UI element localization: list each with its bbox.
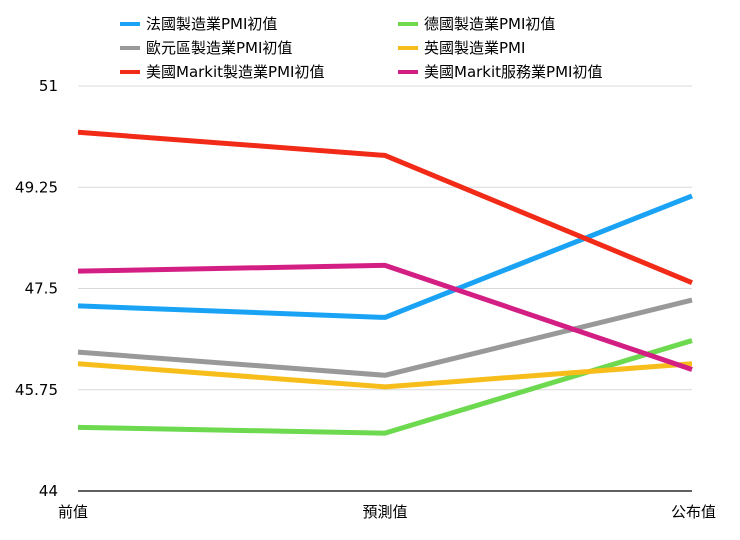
x-tick-label: 公布值	[671, 503, 716, 521]
y-tick-label: 47.5	[25, 280, 58, 298]
legend-label: 歐元區製造業PMI初值	[146, 39, 292, 57]
y-tick-label: 44	[39, 482, 58, 500]
y-tick-label: 49.25	[15, 178, 58, 196]
legend-label: 英國製造業PMI	[424, 39, 525, 57]
legend-label: 法國製造業PMI初值	[146, 15, 277, 33]
series-line-0	[77, 193, 693, 320]
legend-label: 德國製造業PMI初值	[424, 15, 555, 33]
series-line-4	[77, 129, 693, 286]
legend-label: 美國Markit製造業PMI初值	[146, 63, 324, 81]
series-line-3	[77, 361, 693, 390]
series-lines	[77, 129, 693, 436]
x-tick-label: 預測值	[362, 503, 407, 521]
series-line-5	[77, 262, 693, 372]
gridlines	[78, 85, 692, 391]
series-line-2	[77, 297, 693, 378]
y-tick-label: 45.75	[15, 381, 58, 399]
x-tick-label: 前值	[58, 503, 88, 521]
legend-label: 美國Markit服務業PMI初值	[424, 63, 602, 81]
y-tick-label: 51	[39, 77, 58, 95]
axes: 44 45.75 47.5 49.25 51 前值 預測值 公布值	[15, 77, 716, 521]
